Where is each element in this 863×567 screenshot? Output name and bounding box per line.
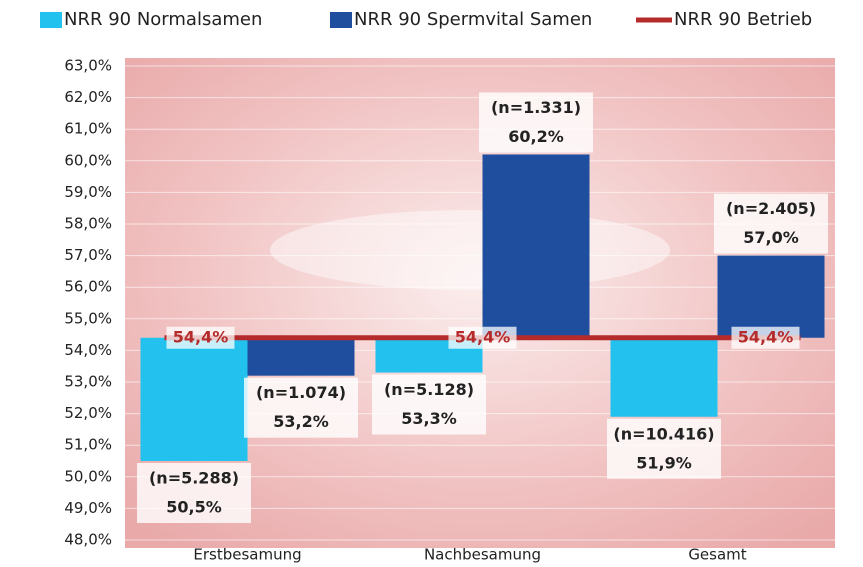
y-tick-label: 52,0% (64, 404, 112, 422)
bar (718, 256, 825, 338)
y-tick-label: 57,0% (64, 246, 112, 264)
data-label: 60,2% (508, 127, 564, 146)
y-tick-label: 48,0% (64, 531, 112, 549)
y-tick-label: 58,0% (64, 215, 112, 233)
legend-label: NRR 90 Spermvital Samen (354, 9, 592, 30)
data-label-n: (n=5.288) (149, 469, 239, 488)
y-tick-label: 50,0% (64, 467, 112, 485)
x-tick-label: Erstbesamung (193, 546, 301, 564)
y-tick-label: 55,0% (64, 309, 112, 327)
data-label: 53,3% (401, 409, 457, 428)
y-tick-label: 51,0% (64, 436, 112, 454)
bar (611, 338, 718, 417)
bar (483, 154, 590, 337)
data-label: 51,9% (636, 453, 692, 472)
legend-label: NRR 90 Normalsamen (64, 9, 262, 30)
y-tick-label: 60,0% (64, 151, 112, 169)
reference-label: 54,4% (455, 327, 511, 346)
data-label: 50,5% (166, 498, 222, 517)
y-tick-label: 56,0% (64, 278, 112, 296)
x-tick-label: Gesamt (688, 546, 746, 564)
y-tick-label: 62,0% (64, 88, 112, 106)
y-tick-label: 53,0% (64, 373, 112, 391)
y-tick-label: 49,0% (64, 499, 112, 517)
page: 48,0% 49,0% 50,0% 51,0% 52,0% 53,0% 54,0% 55,0%… (0, 0, 863, 567)
legend-label: NRR 90 Betrieb (674, 9, 812, 30)
data-label: 53,2% (273, 412, 329, 431)
legend-swatch (40, 12, 62, 28)
bar (141, 338, 248, 461)
data-label-n: (n=1.331) (491, 98, 581, 117)
reference-label: 54,4% (173, 327, 229, 346)
data-label-n: (n=10.416) (613, 424, 714, 443)
bar (248, 338, 355, 376)
reference-label: 54,4% (738, 327, 794, 346)
y-tick-label: 59,0% (64, 183, 112, 201)
y-tick-label: 63,0% (64, 57, 112, 75)
y-tick-label: 61,0% (64, 120, 112, 138)
x-tick-label: Nachbesamung (424, 546, 541, 564)
data-label-n: (n=5.128) (384, 380, 474, 399)
data-label: 57,0% (743, 228, 799, 247)
legend-swatch (330, 12, 352, 28)
data-label-n: (n=1.074) (256, 383, 346, 402)
background-glow (270, 210, 670, 290)
data-label-n: (n=2.405) (726, 199, 816, 218)
y-tick-label: 54,0% (64, 341, 112, 359)
chart: 48,0% 49,0% 50,0% 51,0% 52,0% 53,0% 54,0% 55,0%… (0, 0, 863, 567)
